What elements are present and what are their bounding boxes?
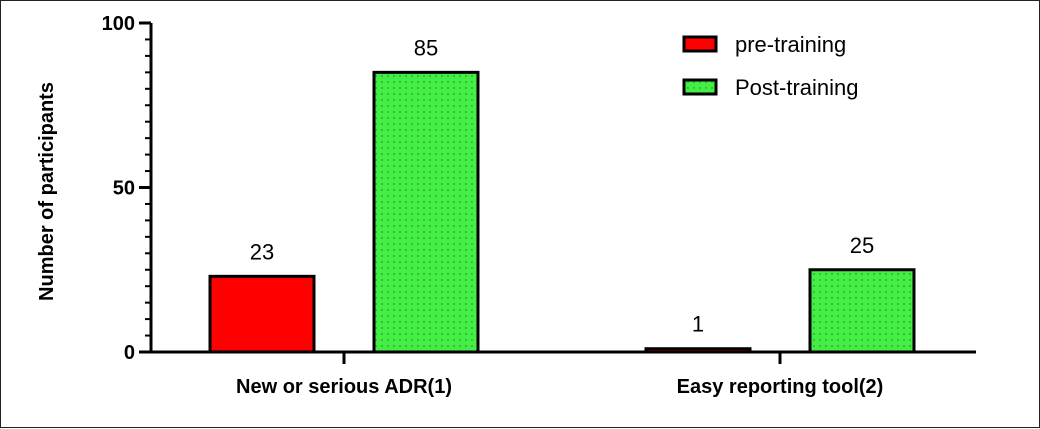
bar-pre-2 — [644, 347, 752, 354]
labels: 23 85 1 25 — [250, 35, 874, 336]
data-label: 25 — [850, 233, 874, 258]
legend-swatch — [682, 78, 718, 96]
y-axis-label: Number of participants — [36, 82, 58, 301]
y-tick-label: 100 — [102, 13, 135, 35]
data-label: 1 — [692, 312, 704, 337]
data-label: 23 — [250, 239, 274, 264]
y-tick-label: 50 — [113, 178, 135, 200]
legend: pre-training Post-training — [682, 32, 859, 100]
legend-swatch — [682, 35, 718, 53]
bar-post-2 — [808, 268, 916, 354]
y-tick-label: 0 — [124, 342, 135, 364]
bar-pre-1 — [208, 274, 316, 354]
legend-label: Post-training — [735, 75, 859, 100]
x-category-label: Easy reporting tool(2) — [677, 376, 884, 398]
x-category-label: New or serious ADR(1) — [236, 376, 452, 398]
bar-post-1 — [372, 70, 480, 354]
bars — [208, 70, 916, 354]
data-label: 85 — [414, 35, 438, 60]
legend-label: pre-training — [735, 32, 846, 57]
